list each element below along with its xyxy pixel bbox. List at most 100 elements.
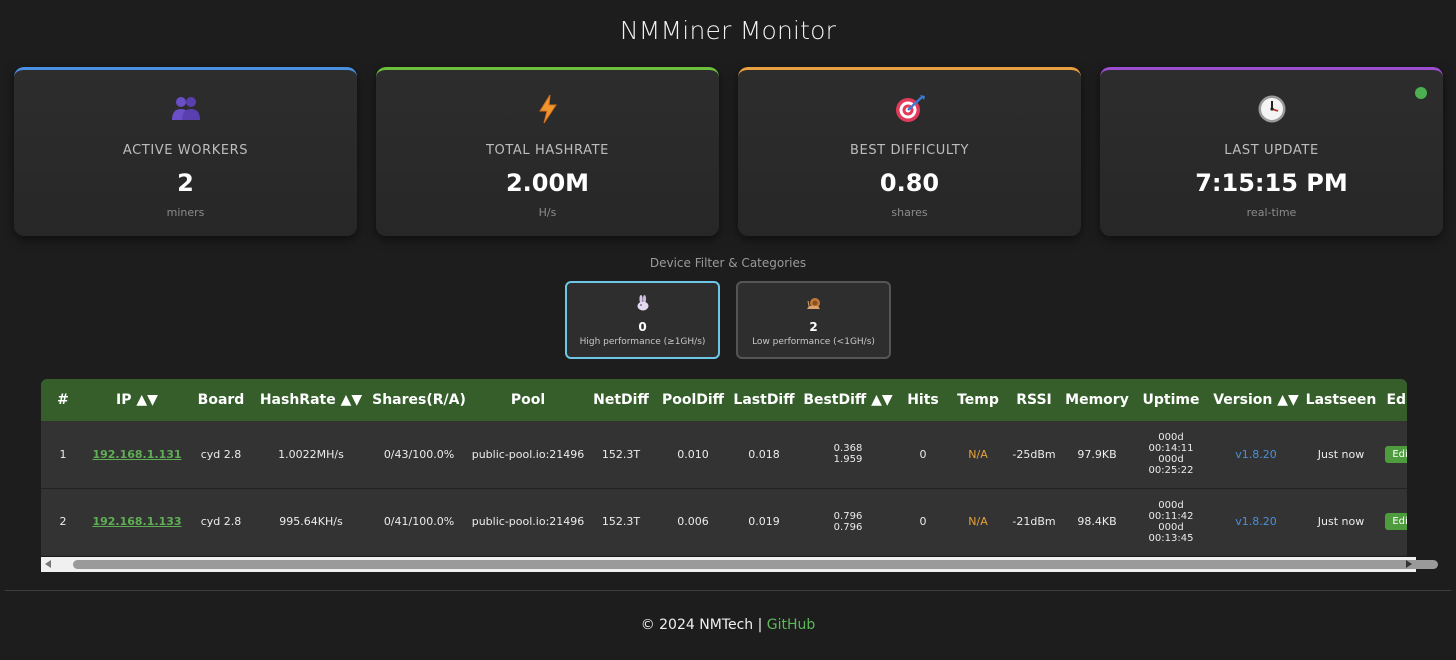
cell-lastseen: Just now: [1317, 515, 1365, 529]
scroll-left-arrow-icon[interactable]: [45, 560, 51, 568]
cell-pooldiff: 0.010: [677, 447, 709, 461]
lightning-icon: [376, 94, 719, 128]
card-best-difficulty: BEST DIFFICULTY 0.80 shares: [738, 67, 1081, 236]
cell-pool: public-pool.io:21496: [471, 515, 585, 529]
cell-pool: public-pool.io:21496: [471, 447, 585, 461]
uptime-line: 00:13:45: [1148, 532, 1194, 544]
card-unit: real-time: [1246, 206, 1297, 219]
cell-memory: 97.9KB: [1077, 447, 1117, 461]
edit-button[interactable]: Edit: [1385, 445, 1407, 463]
cell-version: v1.8.20: [1235, 447, 1277, 461]
card-total-hashrate: TOTAL HASHRATE 2.00M H/s: [376, 67, 719, 236]
cell-number: 2: [59, 515, 67, 529]
column-header-shares: Shares(R/A): [372, 392, 466, 408]
scrollbar-thumb[interactable]: [73, 560, 1438, 569]
uptime-line: 000d: [1158, 454, 1184, 466]
cell-shares: 0/43/100.0%: [383, 447, 455, 461]
cell-hashrate: 1.0022MH/s: [278, 447, 344, 461]
cell-rssi: -21dBm: [1012, 515, 1056, 529]
target-icon: [738, 94, 1081, 128]
workers-table: # IP ▲▼ Board HashRate ▲▼ Shares(R/A) Po…: [41, 379, 1407, 556]
filter-count: 0: [638, 320, 647, 334]
card-unit: miners: [166, 206, 205, 219]
cell-uptime: 000d 00:14:11 000d 00:25:22: [1135, 421, 1207, 488]
filter-count: 2: [809, 320, 818, 334]
uptime-line: 000d: [1158, 521, 1184, 533]
cell-hashrate: 995.64KH/s: [279, 515, 343, 529]
card-last-update: LAST UPDATE 7:15:15 PM real-time: [1100, 67, 1443, 236]
card-value: 7:15:15 PM: [1195, 169, 1348, 197]
cell-pooldiff: 0.006: [677, 515, 709, 529]
column-header-uptime: Uptime: [1142, 392, 1200, 408]
copyright-text: © 2024 NMTech: [640, 617, 754, 633]
cell-bestdiff: 0.368 1.959: [797, 421, 899, 488]
filter-label: High performance (≥1GH/s): [579, 337, 706, 347]
card-label: BEST DIFFICULTY: [849, 143, 970, 158]
ip-link[interactable]: 192.168.1.133: [92, 515, 182, 529]
cell-number: 1: [59, 447, 67, 461]
column-header-lastseen: Lastseen: [1305, 392, 1377, 408]
card-label: LAST UPDATE: [1224, 143, 1319, 158]
footer-divider: [5, 590, 1451, 591]
card-value: 0.80: [879, 169, 940, 197]
card-label: TOTAL HASHRATE: [485, 143, 609, 158]
table-row: 1 192.168.1.131 cyd 2.8 1.0022MH/s 0/43/…: [41, 421, 1407, 488]
column-header-memory: Memory: [1065, 392, 1129, 408]
uptime-line: 000d: [1158, 432, 1184, 444]
column-header-hits: Hits: [907, 392, 939, 408]
workers-icon: [14, 94, 357, 126]
cell-hits: 0: [919, 447, 927, 461]
card-active-workers: ACTIVE WORKERS 2 miners: [14, 67, 357, 236]
cell-temp: N/A: [968, 447, 988, 461]
column-header-bestdiff[interactable]: BestDiff ▲▼: [803, 392, 893, 408]
bestdiff-session: 0.368: [833, 443, 863, 455]
bestdiff-all-time: 0.796: [833, 521, 863, 533]
column-header-netdiff: NetDiff: [593, 392, 649, 408]
card-value: 2.00M: [505, 169, 590, 197]
filter-low-performance[interactable]: 2 Low performance (<1GH/s): [736, 281, 891, 359]
card-label: ACTIVE WORKERS: [122, 143, 249, 158]
column-header-temp: Temp: [957, 392, 999, 408]
bestdiff-session: 0.796: [833, 510, 863, 522]
card-unit: H/s: [538, 206, 557, 219]
column-header-version[interactable]: Version ▲▼: [1213, 392, 1299, 408]
card-value: 2: [177, 169, 194, 197]
clock-icon: [1100, 94, 1443, 128]
edit-button[interactable]: Edit: [1385, 513, 1407, 531]
cell-memory: 98.4KB: [1077, 515, 1117, 529]
cell-temp: N/A: [968, 515, 988, 529]
github-link[interactable]: GitHub: [766, 617, 816, 633]
uptime-line: 00:25:22: [1148, 465, 1194, 477]
column-header-lastdiff: LastDiff: [733, 392, 795, 408]
column-header-hashrate[interactable]: HashRate ▲▼: [259, 392, 363, 408]
uptime-line: 00:14:11: [1148, 443, 1194, 455]
scroll-right-arrow-icon[interactable]: [1406, 560, 1412, 568]
cell-uptime: 000d 00:11:42 000d 00:13:45: [1135, 488, 1207, 555]
column-header-board: Board: [197, 392, 245, 408]
column-header-pool: Pool: [510, 392, 546, 408]
column-header-ip[interactable]: IP ▲▼: [116, 392, 158, 408]
cell-version: v1.8.20: [1235, 515, 1277, 529]
horizontal-scrollbar[interactable]: [41, 557, 1438, 572]
stats-cards: ACTIVE WORKERS 2 miners TOTAL HASHRATE 2…: [14, 67, 1444, 236]
snail-icon: [738, 295, 889, 315]
page-title: NMMiner Monitor: [619, 16, 837, 45]
cell-lastdiff: 0.018: [748, 447, 780, 461]
cell-lastdiff: 0.019: [748, 515, 780, 529]
cell-board: cyd 2.8: [200, 515, 242, 529]
uptime-line: 000d: [1158, 499, 1184, 511]
uptime-line: 00:11:42: [1148, 510, 1194, 522]
footer-separator: |: [753, 617, 767, 633]
cell-lastseen: Just now: [1317, 447, 1365, 461]
column-header-number: #: [57, 392, 69, 408]
ip-link[interactable]: 192.168.1.131: [92, 447, 182, 461]
column-header-pooldiff: PoolDiff: [661, 392, 725, 408]
status-online-indicator: [1415, 87, 1427, 99]
filter-high-performance[interactable]: 0 High performance (≥1GH/s): [565, 281, 720, 359]
footer: © 2024 NMTech | GitHub: [0, 617, 1456, 633]
cell-netdiff: 152.3T: [601, 447, 641, 461]
column-header-edit: Edit: [1386, 392, 1407, 408]
column-header-rssi: RSSI: [1016, 392, 1052, 408]
cell-bestdiff: 0.796 0.796: [797, 488, 899, 555]
cell-rssi: -25dBm: [1012, 447, 1056, 461]
